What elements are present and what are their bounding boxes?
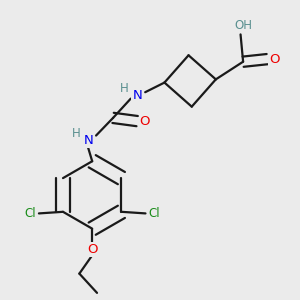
Text: H: H	[72, 128, 80, 140]
Text: Cl: Cl	[149, 207, 160, 220]
Text: O: O	[269, 52, 280, 66]
Text: O: O	[140, 115, 150, 128]
Text: H: H	[120, 82, 129, 95]
Text: Cl: Cl	[24, 207, 36, 220]
Text: N: N	[132, 89, 142, 102]
Text: N: N	[84, 134, 94, 147]
Text: O: O	[87, 243, 98, 256]
Text: OH: OH	[235, 19, 253, 32]
